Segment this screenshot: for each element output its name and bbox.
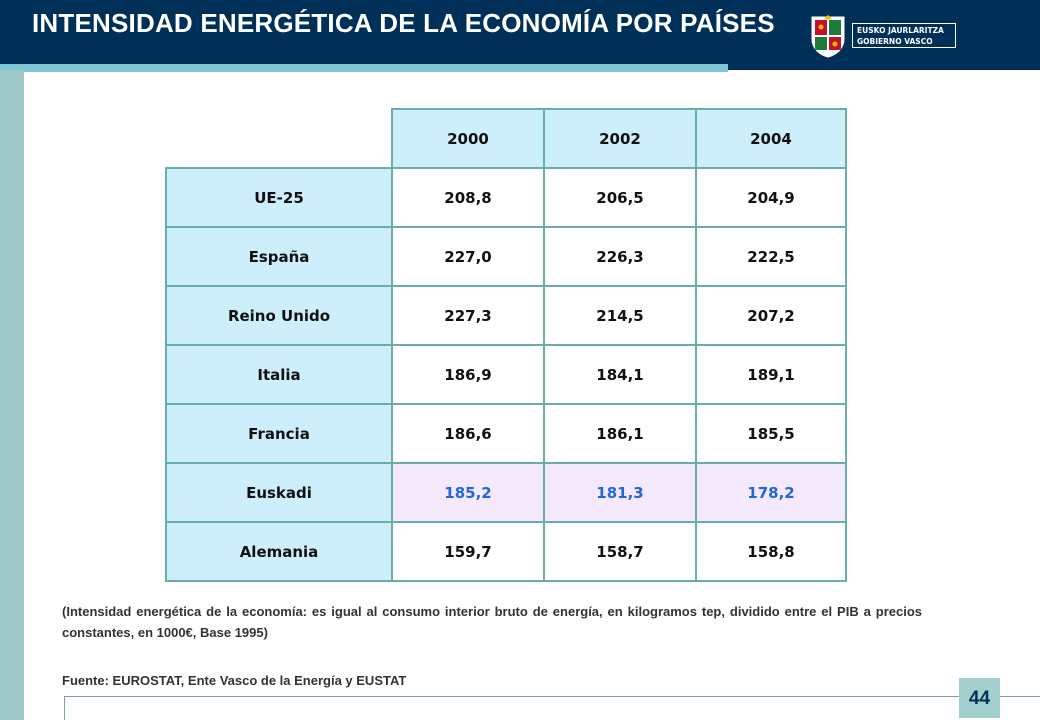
- logo-line-basque: EUSKO JAURLARITZA: [857, 26, 944, 35]
- table-cell: 207,2: [695, 285, 847, 346]
- table-cell: 208,8: [391, 167, 545, 228]
- footer-divider-tick: [64, 696, 65, 720]
- country-label: Reino Unido: [165, 285, 393, 346]
- table-cell: 206,5: [543, 167, 697, 228]
- logo-line-spanish: GOBIERNO VASCO: [857, 37, 933, 46]
- left-side-band: [0, 70, 24, 720]
- country-label: Italia: [165, 344, 393, 405]
- table-row: UE-25 208,8 206,5 204,9: [165, 167, 847, 228]
- footer-divider: [64, 696, 1040, 697]
- year-header: 2002: [543, 108, 697, 169]
- country-label: España: [165, 226, 393, 287]
- table-row: Reino Unido 227,3 214,5 207,2: [165, 285, 847, 346]
- table-cell: 189,1: [695, 344, 847, 405]
- table-cell: 185,5: [695, 403, 847, 464]
- government-logo-text: EUSKO JAURLARITZA GOBIERNO VASCO: [852, 23, 956, 48]
- table-cell-highlighted: 178,2: [695, 462, 847, 523]
- table-row-highlighted: Euskadi 185,2 181,3 178,2: [165, 462, 847, 523]
- table-cell: 227,0: [391, 226, 545, 287]
- table-cell: 186,9: [391, 344, 545, 405]
- table-corner: [166, 109, 392, 168]
- table-cell-highlighted: 181,3: [543, 462, 697, 523]
- table-header-row: 2000 2002 2004: [166, 108, 847, 169]
- table-cell: 186,6: [391, 403, 545, 464]
- table-cell: 159,7: [391, 521, 545, 582]
- country-label: Euskadi: [165, 462, 393, 523]
- country-label: UE-25: [165, 167, 393, 228]
- page-title: INTENSIDAD ENERGÉTICA DE LA ECONOMÍA POR…: [32, 8, 775, 38]
- table-cell: 186,1: [543, 403, 697, 464]
- table-cell: 222,5: [695, 226, 847, 287]
- table-cell: 204,9: [695, 167, 847, 228]
- table-row: Francia 186,6 186,1 185,5: [165, 403, 847, 464]
- table-row: Alemania 159,7 158,7 158,8: [165, 521, 847, 582]
- table-row: España 227,0 226,3 222,5: [165, 226, 847, 287]
- header-bar: [0, 0, 1040, 70]
- source-citation: Fuente: EUROSTAT, Ente Vasco de la Energ…: [62, 673, 407, 688]
- table-row: Italia 186,9 184,1 189,1: [165, 344, 847, 405]
- table-cell: 158,7: [543, 521, 697, 582]
- year-header: 2000: [391, 108, 545, 169]
- coat-of-arms-icon: [811, 15, 845, 58]
- table-cell-highlighted: 185,2: [391, 462, 545, 523]
- table-cell: 158,8: [695, 521, 847, 582]
- year-header: 2004: [695, 108, 847, 169]
- table-cell: 184,1: [543, 344, 697, 405]
- definition-note: (Intensidad energética de la economía: e…: [62, 604, 922, 640]
- table-cell: 226,3: [543, 226, 697, 287]
- country-label: Alemania: [165, 521, 393, 582]
- energy-intensity-table: 2000 2002 2004 UE-25 208,8 206,5 204,9 E…: [165, 108, 847, 582]
- country-label: Francia: [165, 403, 393, 464]
- page-number: 44: [959, 678, 1000, 718]
- table-cell: 214,5: [543, 285, 697, 346]
- table-cell: 227,3: [391, 285, 545, 346]
- header-accent-stripe: [0, 64, 728, 72]
